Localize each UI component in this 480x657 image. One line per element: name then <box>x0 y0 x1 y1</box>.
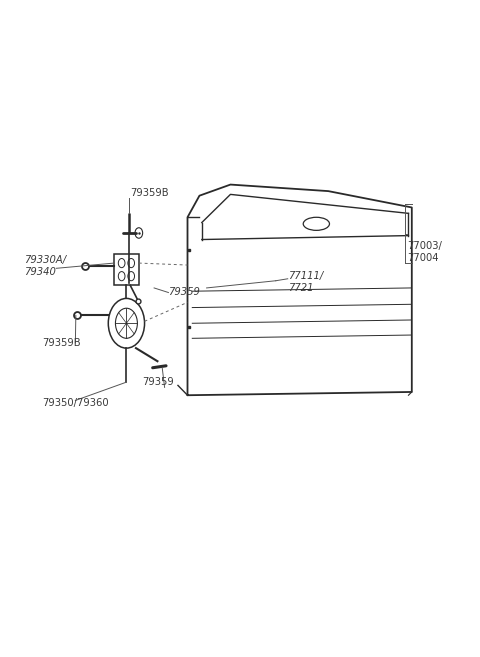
Text: 79359: 79359 <box>142 377 174 388</box>
Text: 79359B: 79359B <box>130 188 169 198</box>
Text: 7721: 7721 <box>288 283 313 293</box>
Text: 79350/79360: 79350/79360 <box>42 398 108 408</box>
Text: 79359B: 79359B <box>42 338 81 348</box>
Text: 77004: 77004 <box>407 253 439 263</box>
Text: 79340: 79340 <box>24 267 56 277</box>
Bar <box>114 254 139 285</box>
Text: 77003/: 77003/ <box>407 241 442 251</box>
Text: 77111/: 77111/ <box>288 271 323 281</box>
Text: 79330A/: 79330A/ <box>24 255 66 265</box>
Text: 79359: 79359 <box>168 287 200 297</box>
